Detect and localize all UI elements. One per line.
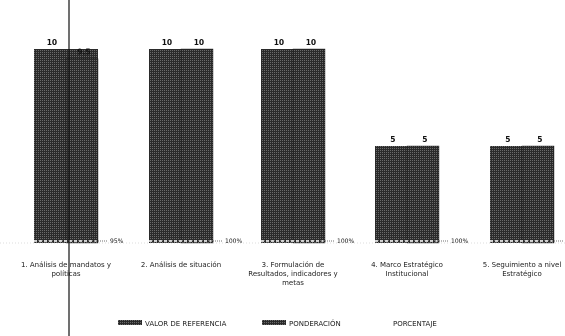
legend-swatch-1	[118, 320, 142, 325]
data-label-weighting: 10	[194, 38, 204, 47]
bar-weighting	[292, 48, 326, 244]
data-label-reference: 10	[162, 38, 172, 47]
x-tick-label: 2. Análisis de situación	[141, 261, 221, 269]
data-label-percent: 100%	[451, 238, 468, 245]
data-label-percent: 95%	[110, 238, 124, 245]
data-label-reference: 10	[274, 38, 284, 47]
x-tick-label: Institucional	[386, 270, 429, 278]
data-label-weighting: 10	[306, 38, 316, 47]
data-label-reference: 5	[505, 135, 510, 144]
x-tick-label: Resultados, indicadores y	[248, 270, 337, 278]
data-label-reference: 5	[390, 135, 395, 144]
bar-weighting	[521, 145, 555, 244]
x-tick-label: políticas	[51, 270, 80, 278]
legend-label-3: PORCENTAJE	[393, 320, 437, 328]
data-label-percent: 100%	[225, 238, 242, 245]
plot-area: 10 9.5 95% 1. Análisis de mandatos ypolític…	[0, 38, 565, 287]
data-label-weighting: 5	[537, 135, 542, 144]
x-tick-label: 3. Formulación de	[262, 261, 325, 269]
legend-label-1: VALOR DE REFERENCIA	[145, 320, 227, 328]
data-label-weighting: 9.5	[77, 48, 90, 57]
legend-swatch-2	[262, 320, 286, 325]
legend-label-2: PONDERACIÓN	[289, 319, 341, 328]
x-tick-label: metas	[282, 279, 304, 287]
bar-weighting	[65, 58, 99, 244]
data-label-weighting: 5	[422, 135, 427, 144]
legend: VALOR DE REFERENCIA PONDERACIÓN PORCENTAJE	[118, 319, 437, 328]
x-tick-label: 1. Análisis de mandatos y	[21, 261, 111, 269]
x-tick-label: 5. Seguimiento a nivel	[483, 261, 562, 269]
x-tick-label: 4. Marco Estratégico	[371, 261, 443, 269]
bar-weighting	[180, 48, 214, 244]
bar-weighting	[406, 145, 440, 244]
data-label-percent: 100%	[337, 238, 354, 245]
data-label-reference: 10	[47, 38, 57, 47]
x-tick-label: Estratégico	[502, 270, 542, 278]
